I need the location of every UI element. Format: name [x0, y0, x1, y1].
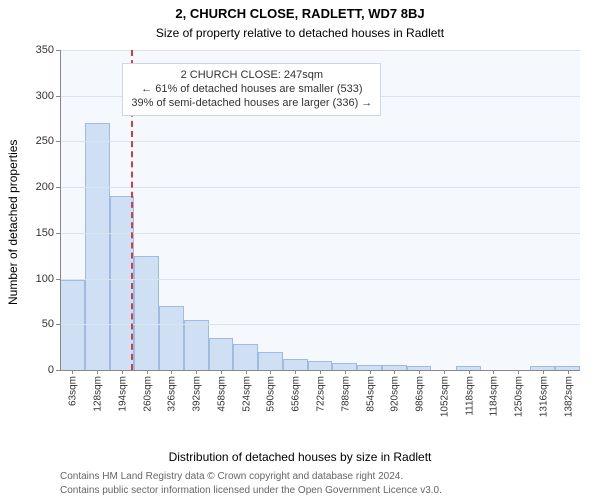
ytick-label: 100 [14, 273, 60, 285]
ytick-label: 50 [14, 318, 60, 330]
xtick-mark [221, 370, 222, 374]
xtick-mark [246, 370, 247, 374]
property-size-chart: 2, CHURCH CLOSE, RADLETT, WD7 8BJ Size o… [0, 0, 600, 500]
x-axis-label: Distribution of detached houses by size … [0, 450, 600, 464]
xtick-label: 920sqm [388, 376, 401, 412]
xtick-label: 194sqm [115, 376, 128, 412]
xtick-label: 986sqm [413, 376, 426, 412]
xtick-label: 1250sqm [512, 376, 525, 417]
xtick-label: 392sqm [190, 376, 203, 412]
xtick-label: 128sqm [91, 376, 104, 412]
xtick-label: 854sqm [363, 376, 376, 412]
xtick-label: 458sqm [214, 376, 227, 412]
gridline [60, 279, 580, 280]
xtick-mark [270, 370, 271, 374]
xtick-mark [469, 370, 470, 374]
xtick-label: 1382sqm [561, 376, 574, 417]
xtick-label: 1052sqm [437, 376, 450, 417]
xtick-mark [493, 370, 494, 374]
footnote-registry: Contains HM Land Registry data © Crown c… [60, 471, 403, 482]
histogram-bar [258, 352, 283, 370]
histogram-bar [209, 338, 234, 370]
xtick-mark [345, 370, 346, 374]
histogram-bar [85, 123, 110, 370]
ytick-label: 150 [14, 227, 60, 239]
histogram-bar [233, 344, 258, 370]
xtick-label: 260sqm [140, 376, 153, 412]
xtick-mark [320, 370, 321, 374]
xtick-mark [196, 370, 197, 374]
xtick-label: 1184sqm [487, 376, 500, 416]
xtick-mark [419, 370, 420, 374]
gridline [60, 233, 580, 234]
annotation-line-3: 39% of semi-detached houses are larger (… [131, 96, 372, 110]
xtick-mark [72, 370, 73, 374]
xtick-label: 788sqm [338, 376, 351, 412]
annotation-box: 2 CHURCH CLOSE: 247sqm ← 61% of detached… [122, 63, 381, 116]
histogram-bar [134, 256, 159, 370]
gridline [60, 187, 580, 188]
xtick-mark [122, 370, 123, 374]
xtick-label: 1316sqm [536, 376, 549, 417]
gridline [60, 50, 580, 51]
xtick-label: 722sqm [314, 376, 327, 412]
xtick-mark [568, 370, 569, 374]
histogram-bar [184, 320, 209, 370]
gridline [60, 141, 580, 142]
xtick-mark [394, 370, 395, 374]
xtick-mark [543, 370, 544, 374]
xtick-mark [444, 370, 445, 374]
y-axis-line [60, 50, 61, 370]
annotation-line-1: 2 CHURCH CLOSE: 247sqm [131, 68, 372, 82]
xtick-mark [518, 370, 519, 374]
xtick-mark [97, 370, 98, 374]
xtick-label: 590sqm [264, 376, 277, 412]
chart-title-address: 2, CHURCH CLOSE, RADLETT, WD7 8BJ [0, 6, 600, 21]
histogram-bar [283, 359, 308, 370]
chart-subtitle: Size of property relative to detached ho… [0, 26, 600, 40]
footnote-licence: Contains public sector information licen… [60, 485, 442, 496]
histogram-bar [332, 363, 357, 370]
ytick-label: 0 [14, 364, 60, 376]
xtick-mark [370, 370, 371, 374]
xtick-mark [147, 370, 148, 374]
xtick-mark [171, 370, 172, 374]
ytick-label: 250 [14, 135, 60, 147]
plot-area: 2 CHURCH CLOSE: 247sqm ← 61% of detached… [60, 50, 580, 370]
xtick-mark [295, 370, 296, 374]
xtick-label: 524sqm [239, 376, 252, 412]
xtick-label: 326sqm [165, 376, 178, 412]
histogram-bar [159, 306, 184, 370]
histogram-bar [308, 361, 333, 370]
xtick-label: 656sqm [289, 376, 302, 412]
annotation-line-2: ← 61% of detached houses are smaller (53… [131, 82, 372, 96]
ytick-label: 350 [14, 44, 60, 56]
xtick-label: 1118sqm [462, 376, 475, 416]
gridline [60, 324, 580, 325]
ytick-label: 300 [14, 90, 60, 102]
ytick-label: 200 [14, 181, 60, 193]
xtick-label: 63sqm [66, 376, 79, 406]
